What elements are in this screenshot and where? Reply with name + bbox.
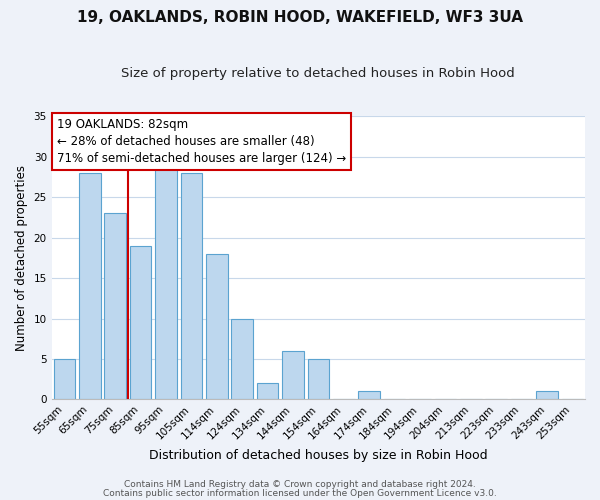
Bar — [358, 392, 380, 400]
Bar — [536, 392, 557, 400]
Text: 19, OAKLANDS, ROBIN HOOD, WAKEFIELD, WF3 3UA: 19, OAKLANDS, ROBIN HOOD, WAKEFIELD, WF3… — [77, 10, 523, 25]
Bar — [155, 165, 177, 400]
Title: Size of property relative to detached houses in Robin Hood: Size of property relative to detached ho… — [121, 68, 515, 80]
Bar — [130, 246, 151, 400]
Bar — [308, 359, 329, 400]
Bar — [282, 351, 304, 400]
Text: Contains HM Land Registry data © Crown copyright and database right 2024.: Contains HM Land Registry data © Crown c… — [124, 480, 476, 489]
Bar — [53, 359, 75, 400]
Bar — [181, 173, 202, 400]
Bar — [232, 318, 253, 400]
Text: Contains public sector information licensed under the Open Government Licence v3: Contains public sector information licen… — [103, 488, 497, 498]
X-axis label: Distribution of detached houses by size in Robin Hood: Distribution of detached houses by size … — [149, 450, 488, 462]
Y-axis label: Number of detached properties: Number of detached properties — [15, 165, 28, 351]
Bar — [79, 173, 101, 400]
Bar — [104, 214, 126, 400]
Text: 19 OAKLANDS: 82sqm
← 28% of detached houses are smaller (48)
71% of semi-detache: 19 OAKLANDS: 82sqm ← 28% of detached hou… — [57, 118, 346, 165]
Bar — [206, 254, 227, 400]
Bar — [257, 384, 278, 400]
